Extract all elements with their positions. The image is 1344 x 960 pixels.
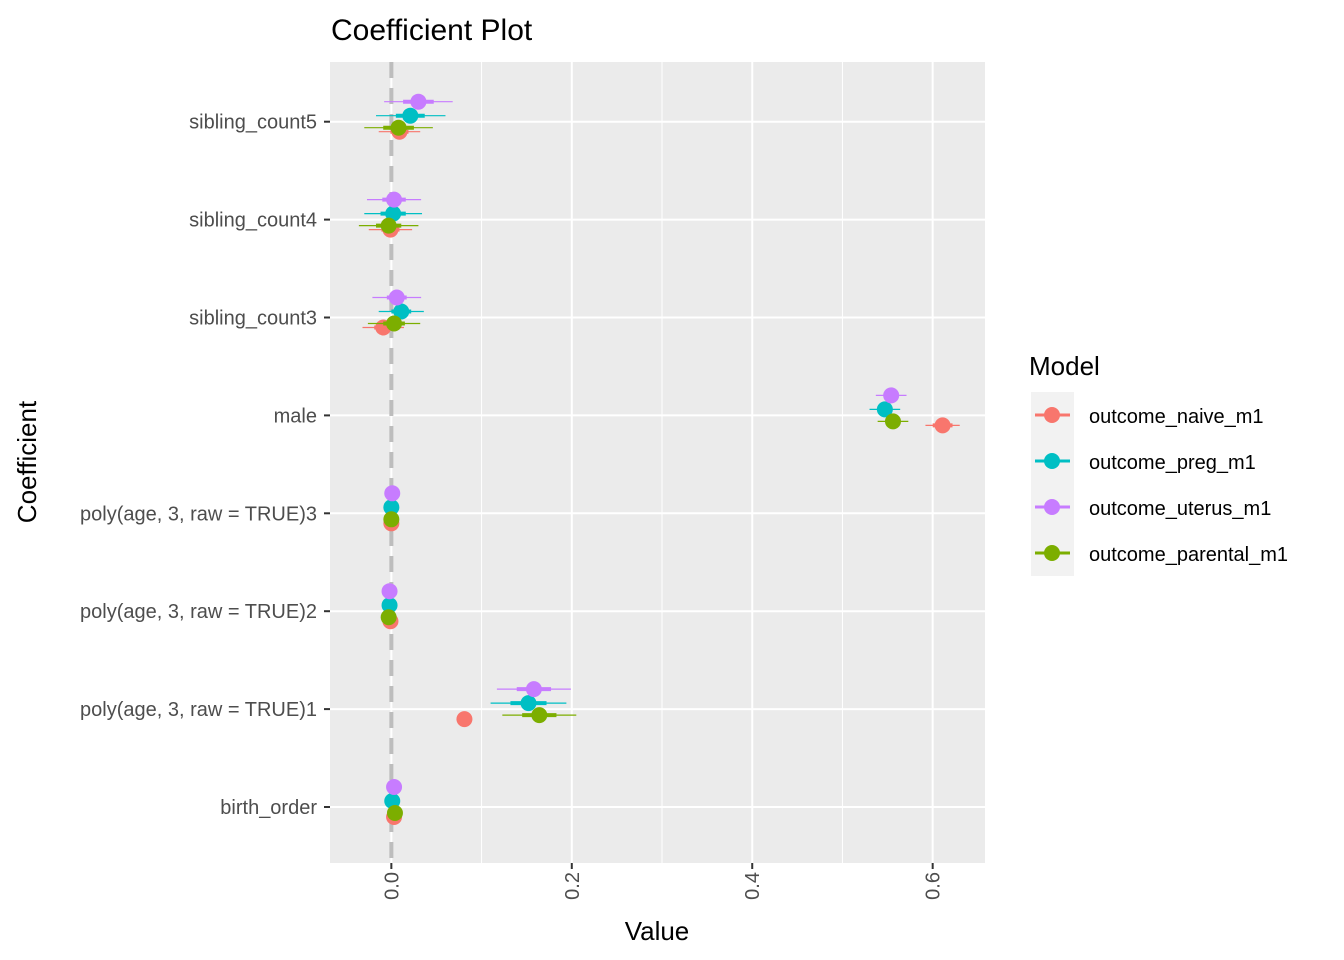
- legend-key-point: [1044, 453, 1060, 469]
- coefficient-point: [380, 217, 397, 234]
- coefficient-point: [520, 695, 537, 712]
- y-axis-title: Coefficient: [12, 400, 42, 523]
- coefficient-point: [410, 93, 427, 110]
- x-tick-label: 0.2: [562, 872, 584, 900]
- coefficient-point: [381, 597, 398, 614]
- x-tick-label: 0.4: [742, 872, 764, 900]
- x-axis: 0.0 0.2 0.4 0.6: [381, 863, 945, 900]
- coefficient-point: [456, 711, 473, 728]
- x-axis-title: Value: [625, 916, 690, 946]
- coefficient-point: [525, 681, 542, 698]
- y-tick-label: poly(age, 3, raw = TRUE)2: [80, 601, 317, 623]
- y-tick-label: sibling_count5: [189, 112, 317, 134]
- coefficient-marks: [358, 93, 960, 825]
- y-tick-label: poly(age, 3, raw = TRUE)1: [80, 699, 317, 721]
- x-tick-label: 0.0: [381, 872, 403, 900]
- coefficient-point: [383, 499, 400, 516]
- coefficient-point: [390, 119, 407, 136]
- coefficient-point: [384, 793, 401, 809]
- coefficient-point: [531, 707, 548, 724]
- legend-key-point: [1044, 545, 1060, 561]
- legend-key-point: [1044, 407, 1060, 423]
- coefficient-point: [386, 315, 403, 332]
- coefficient-point: [393, 303, 410, 320]
- y-tick-label: birth_order: [220, 797, 317, 819]
- plot-panel: [330, 62, 985, 863]
- coefficient-point: [383, 511, 400, 528]
- x-tick-label: 0.6: [923, 872, 945, 900]
- coefficient-point: [386, 779, 403, 795]
- coefficient-point: [876, 401, 893, 418]
- y-tick-label: sibling_count3: [189, 308, 317, 330]
- y-tick-label: poly(age, 3, raw = TRUE)3: [80, 503, 317, 525]
- coefficient-point: [402, 107, 419, 124]
- coefficient-point: [386, 805, 403, 821]
- coefficient-point: [386, 191, 403, 208]
- legend-label: outcome_uterus_m1: [1089, 498, 1271, 520]
- legend-label: outcome_naive_m1: [1089, 406, 1264, 428]
- y-axis: birth_order poly(age, 3, raw = TRUE)1 poly…: [80, 112, 330, 819]
- coefficient-point: [384, 485, 401, 502]
- coefficient-point: [883, 387, 900, 404]
- coefficient-point: [934, 417, 951, 434]
- legend: Model outcome_naive_m1 outcome_preg_m1out…: [1029, 351, 1288, 576]
- legend-label: outcome_parental_m1: [1089, 544, 1288, 566]
- legend-title: Model: [1029, 351, 1100, 381]
- coefficient-point: [388, 289, 405, 306]
- y-tick-label: sibling_count4: [189, 210, 317, 232]
- legend-key-point: [1044, 499, 1060, 515]
- coefficient-point: [380, 609, 397, 626]
- coefficient-point: [884, 413, 901, 430]
- coefficient-point: [381, 583, 398, 600]
- coefficient-point: [385, 205, 402, 222]
- y-tick-label: male: [274, 405, 317, 427]
- grid-lines: [330, 62, 985, 863]
- chart-title: Coefficient Plot: [331, 14, 533, 47]
- legend-label: outcome_preg_m1: [1089, 452, 1256, 474]
